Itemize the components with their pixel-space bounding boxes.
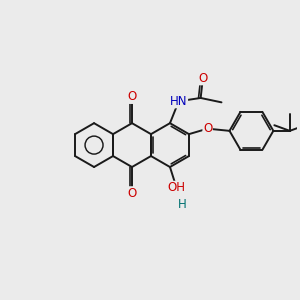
Text: O: O [128, 187, 136, 200]
Text: H: H [178, 198, 186, 211]
Text: O: O [198, 72, 208, 85]
Text: OH: OH [167, 181, 185, 194]
Text: HN: HN [170, 95, 188, 108]
Text: O: O [128, 90, 136, 104]
Text: O: O [203, 122, 212, 135]
